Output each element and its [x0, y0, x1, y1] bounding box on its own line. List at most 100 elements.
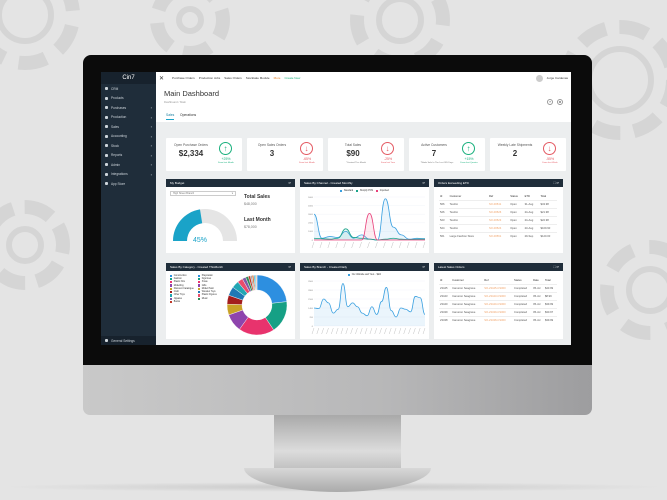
order-ref-link[interactable]: SO-23439-CS000 [483, 308, 513, 317]
table-row[interactable]: 23440 Cameron Seagrave SO-23440-CS000 Compl… [439, 300, 557, 309]
column-header[interactable]: Customer [452, 279, 464, 282]
legend-item[interactable]: Model Paint [198, 287, 226, 290]
order-ref-link[interactable]: SO-00561 [487, 232, 510, 240]
x-tick-label [350, 327, 353, 335]
column-header[interactable]: ETD [524, 195, 530, 198]
order-ref-link[interactable]: SO-00524 [487, 224, 510, 233]
sidebar-item-sales[interactable]: Sales › [101, 122, 156, 132]
x-tick-label [360, 327, 363, 335]
menu-icon [105, 153, 108, 157]
column-header[interactable]: Status [510, 195, 518, 198]
sidebar-item-stock[interactable]: Stock › [101, 141, 156, 151]
help-button[interactable]: ? [547, 99, 553, 105]
table-row[interactable]: 524 TestCo SO-00524 Open 23-Aug $109.90 [439, 224, 557, 233]
legend-item[interactable]: Books [170, 300, 198, 304]
kpi-card[interactable]: Active Customers 7 *Made Sale In The Las… [409, 138, 485, 171]
sidebar-item-general-settings[interactable]: General Settings [101, 336, 156, 345]
settings-button[interactable]: ⚙ [557, 99, 563, 105]
user-name[interactable]: Jorge Cardenas [546, 76, 568, 80]
table-row[interactable]: 23443 Cameron Seagrave SO-23443-CS000 Compl… [439, 292, 557, 301]
sidebar-item-crm[interactable]: CRM [101, 84, 156, 94]
column-header[interactable]: Id [440, 279, 443, 282]
expand-refresh-icon[interactable]: ⛶ ⟳ [553, 181, 559, 185]
table-row[interactable]: 23439 Cameron Seagrave SO-23439-CS000 Compl… [439, 308, 557, 317]
close-icon[interactable]: ✕ [159, 75, 165, 82]
nav-link-purchase-orders[interactable]: Purchase Orders [172, 76, 195, 80]
y-tick-label: 1000 [308, 231, 314, 233]
kpi-card[interactable]: Total Sales $90 *Created This Month ↓ -2… [328, 138, 404, 171]
table-row[interactable]: 23445 Cameron Seagrave SO-23445-CS000 Compl… [439, 284, 557, 293]
sidebar-item-label: Reports [111, 153, 123, 158]
gear-decoration [0, 200, 70, 290]
sidebar-item-integrations[interactable]: Integrations › [101, 170, 156, 180]
table-row[interactable]: 566 TestCo SO-00541 Open 31-Aug $43.98 [439, 200, 557, 209]
column-header[interactable]: Customer [449, 195, 462, 198]
sidebar-item-admin[interactable]: Admin › [101, 160, 156, 170]
sidebar-item-reports[interactable]: Reports › [101, 151, 156, 161]
column-header[interactable]: Status [514, 279, 522, 282]
legend-item[interactable]: Fashion [170, 277, 198, 281]
order-ref-link[interactable]: SO-23443-CS000 [483, 292, 513, 301]
table-cell: $8.99 [543, 292, 557, 301]
x-tick-label [359, 241, 362, 249]
table-cell: $109.90 [539, 224, 557, 233]
legend-item[interactable]: Plastic Figures [198, 294, 226, 297]
order-ref-link[interactable]: SO-23440-CS000 [483, 300, 513, 309]
more-menu[interactable]: More [273, 76, 281, 80]
table-row[interactable]: 23438 Cameron Seagrave SO-23438-CS000 Compl… [439, 316, 557, 324]
legend-item[interactable]: Figurines [198, 277, 226, 281]
order-ref-link[interactable]: SO-23438-CS000 [483, 316, 513, 324]
legend-item[interactable]: Other Toys [170, 294, 198, 297]
kpi-card[interactable]: Open Purchase Orders $2,334 ↑ +25% From … [166, 138, 242, 171]
order-ref-link[interactable]: SO-00541 [487, 200, 510, 209]
sidebar-item-products[interactable]: Products [101, 94, 156, 104]
refresh-icon[interactable]: ⟳ [422, 181, 425, 185]
sidebar-item-purchases[interactable]: Purchases › [101, 103, 156, 113]
table-row[interactable]: 523 TestCo SO-00523 Open 24-Aug $22.98 [439, 216, 557, 225]
breadcrumb[interactable]: Dashboard / Main [164, 100, 187, 104]
legend-item[interactable]: Music [198, 297, 226, 300]
x-tick-label [408, 327, 411, 335]
avatar[interactable] [535, 74, 543, 82]
tab-sales[interactable]: Sales [166, 113, 175, 120]
tab-operations[interactable]: Operations [180, 113, 197, 117]
table-row[interactable]: 561 Large Fashion Store SO-00561 Open 29-Sep… [439, 232, 557, 240]
legend-item[interactable]: Craft [170, 290, 198, 294]
kpi-card[interactable]: Weekly Late Shipments 2 ↓ -55% From last… [490, 138, 566, 171]
legend-item[interactable]: Construction [170, 274, 198, 277]
x-tick-label [379, 327, 382, 335]
legend-item[interactable]: Gifts [198, 284, 226, 287]
column-header[interactable]: Date [533, 279, 539, 282]
refresh-icon[interactable]: ⟳ [288, 181, 291, 185]
legend-item[interactable]: Plastic Kits [170, 281, 198, 284]
nav-link-stocktake[interactable]: Stocktake Module [245, 76, 270, 80]
column-header[interactable]: Total [540, 195, 547, 198]
kpi-card[interactable]: Open Sales Orders 3 ↓ -65% From last Mon… [247, 138, 323, 171]
branch-select[interactable]: High Street Branch ▾ [170, 191, 236, 196]
legend-item[interactable]: Playstation [198, 274, 226, 277]
column-header[interactable]: Total [544, 279, 551, 282]
refresh-icon[interactable]: ⟳ [422, 265, 425, 269]
expand-refresh-icon[interactable]: ⛶ ⟳ [553, 265, 559, 269]
order-ref-link[interactable]: SO-23445-CS000 [483, 284, 513, 293]
table-cell: 05-Jul [532, 292, 544, 301]
order-ref-link[interactable]: SO-00526 [487, 208, 510, 217]
table-row[interactable]: 526 TestCo SO-00526 Open 24-Aug $21.98 [439, 208, 557, 217]
column-header[interactable]: Id [440, 195, 443, 198]
legend-item[interactable]: Discount Catalogue [170, 287, 198, 290]
nav-link-sales-orders[interactable]: Sales Orders [224, 76, 242, 80]
create-new-button[interactable]: Create New [284, 76, 301, 80]
legend-item[interactable]: Xmas [198, 281, 226, 284]
x-tick-label [399, 241, 402, 249]
order-ref-link[interactable]: SO-00523 [487, 216, 510, 225]
legend-item[interactable]: Modelling [170, 284, 198, 287]
column-header[interactable]: Ref [488, 195, 494, 198]
sidebar-item-accounting[interactable]: Accounting › [101, 132, 156, 142]
legend-item[interactable]: Jigsaws [170, 297, 198, 300]
refresh-icon[interactable]: ⟳ [288, 265, 291, 269]
column-header[interactable]: Ref [484, 279, 489, 282]
sidebar-item-production[interactable]: Production › [101, 113, 156, 123]
sidebar-item-app-store[interactable]: App Store [101, 179, 156, 189]
nav-link-production-jobs[interactable]: Production Jobs [198, 76, 221, 80]
legend-item[interactable]: Wooden Toys [198, 290, 226, 294]
